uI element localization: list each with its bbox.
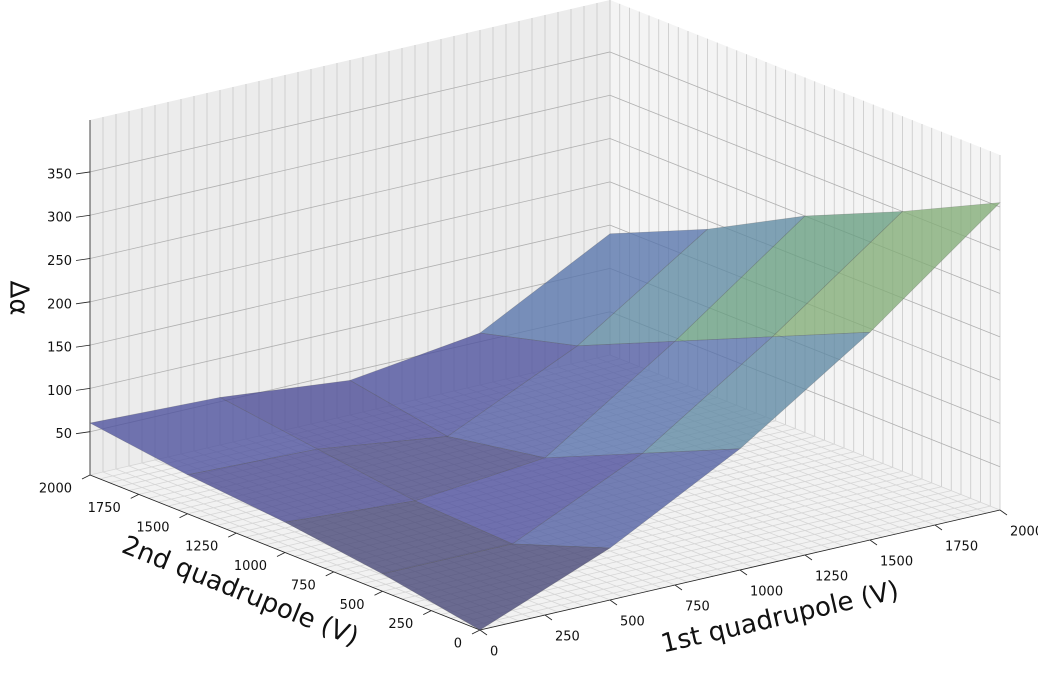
x-tick	[609, 599, 618, 606]
x-tick-label: 1250	[815, 570, 848, 585]
grid-line	[89, 181, 611, 303]
grid-line	[89, 268, 611, 389]
x-tick	[999, 509, 1008, 516]
y-tick	[423, 610, 432, 615]
z-tick-label: 350	[47, 167, 72, 182]
z-tick-label: 200	[47, 297, 72, 312]
grid-line	[89, 138, 611, 259]
x-tick-label: 250	[555, 630, 580, 645]
y-tick-label: 1750	[88, 501, 121, 516]
grid-line	[89, 51, 611, 173]
grid-line	[89, 94, 611, 216]
surface-patch	[284, 500, 514, 575]
x-tick-label: 0	[490, 645, 498, 660]
y-tick-label: 0	[454, 637, 462, 652]
z-tick-label: 50	[55, 427, 72, 442]
surface-patch	[381, 543, 611, 631]
z-tick	[75, 171, 91, 175]
y-tick-label: 1000	[234, 559, 267, 574]
y-tick	[374, 590, 383, 596]
x-tick	[739, 569, 748, 576]
x-tick-label: 1000	[750, 585, 783, 600]
z-tick	[75, 388, 91, 391]
z-tick	[75, 301, 91, 305]
z-tick	[75, 344, 91, 348]
y-tick	[471, 629, 481, 635]
z-tick-label: 250	[47, 254, 72, 269]
x-tick	[674, 584, 683, 591]
z-tick	[75, 258, 91, 261]
y-tick	[81, 474, 91, 480]
z-tick-label: 300	[47, 211, 72, 226]
z-tick	[75, 214, 91, 218]
y-tick	[130, 494, 139, 499]
z-tick-label: 100	[47, 384, 72, 399]
z-axis-label: Δα	[4, 281, 34, 316]
y-tick	[325, 571, 334, 577]
x-tick-label: 500	[620, 615, 645, 630]
y-tick-label: 500	[340, 598, 365, 613]
grid-line	[89, 224, 611, 346]
x-tick-label: 1750	[945, 540, 978, 555]
y-tick-label: 250	[388, 617, 413, 632]
surface-patch	[89, 397, 319, 476]
x-tick	[479, 629, 488, 636]
x-tick	[804, 554, 813, 561]
x-tick	[869, 539, 878, 546]
y-tick	[228, 532, 237, 538]
x-tick	[544, 614, 553, 621]
y-tick-label: 1250	[185, 540, 218, 555]
y-tick-label: 2000	[39, 482, 72, 497]
y-tick-label: 750	[291, 578, 316, 593]
x-tick-label: 1500	[880, 555, 913, 570]
z-tick	[75, 431, 91, 435]
y-tick	[179, 513, 188, 519]
grid-line	[609, 51, 1001, 208]
z-tick-label: 150	[47, 341, 72, 356]
y-tick-label: 1500	[136, 520, 169, 535]
x-tick-label: 2000	[1010, 525, 1038, 540]
x-tick	[934, 524, 943, 531]
x-tick-label: 750	[685, 600, 710, 615]
y-tick	[276, 552, 286, 557]
